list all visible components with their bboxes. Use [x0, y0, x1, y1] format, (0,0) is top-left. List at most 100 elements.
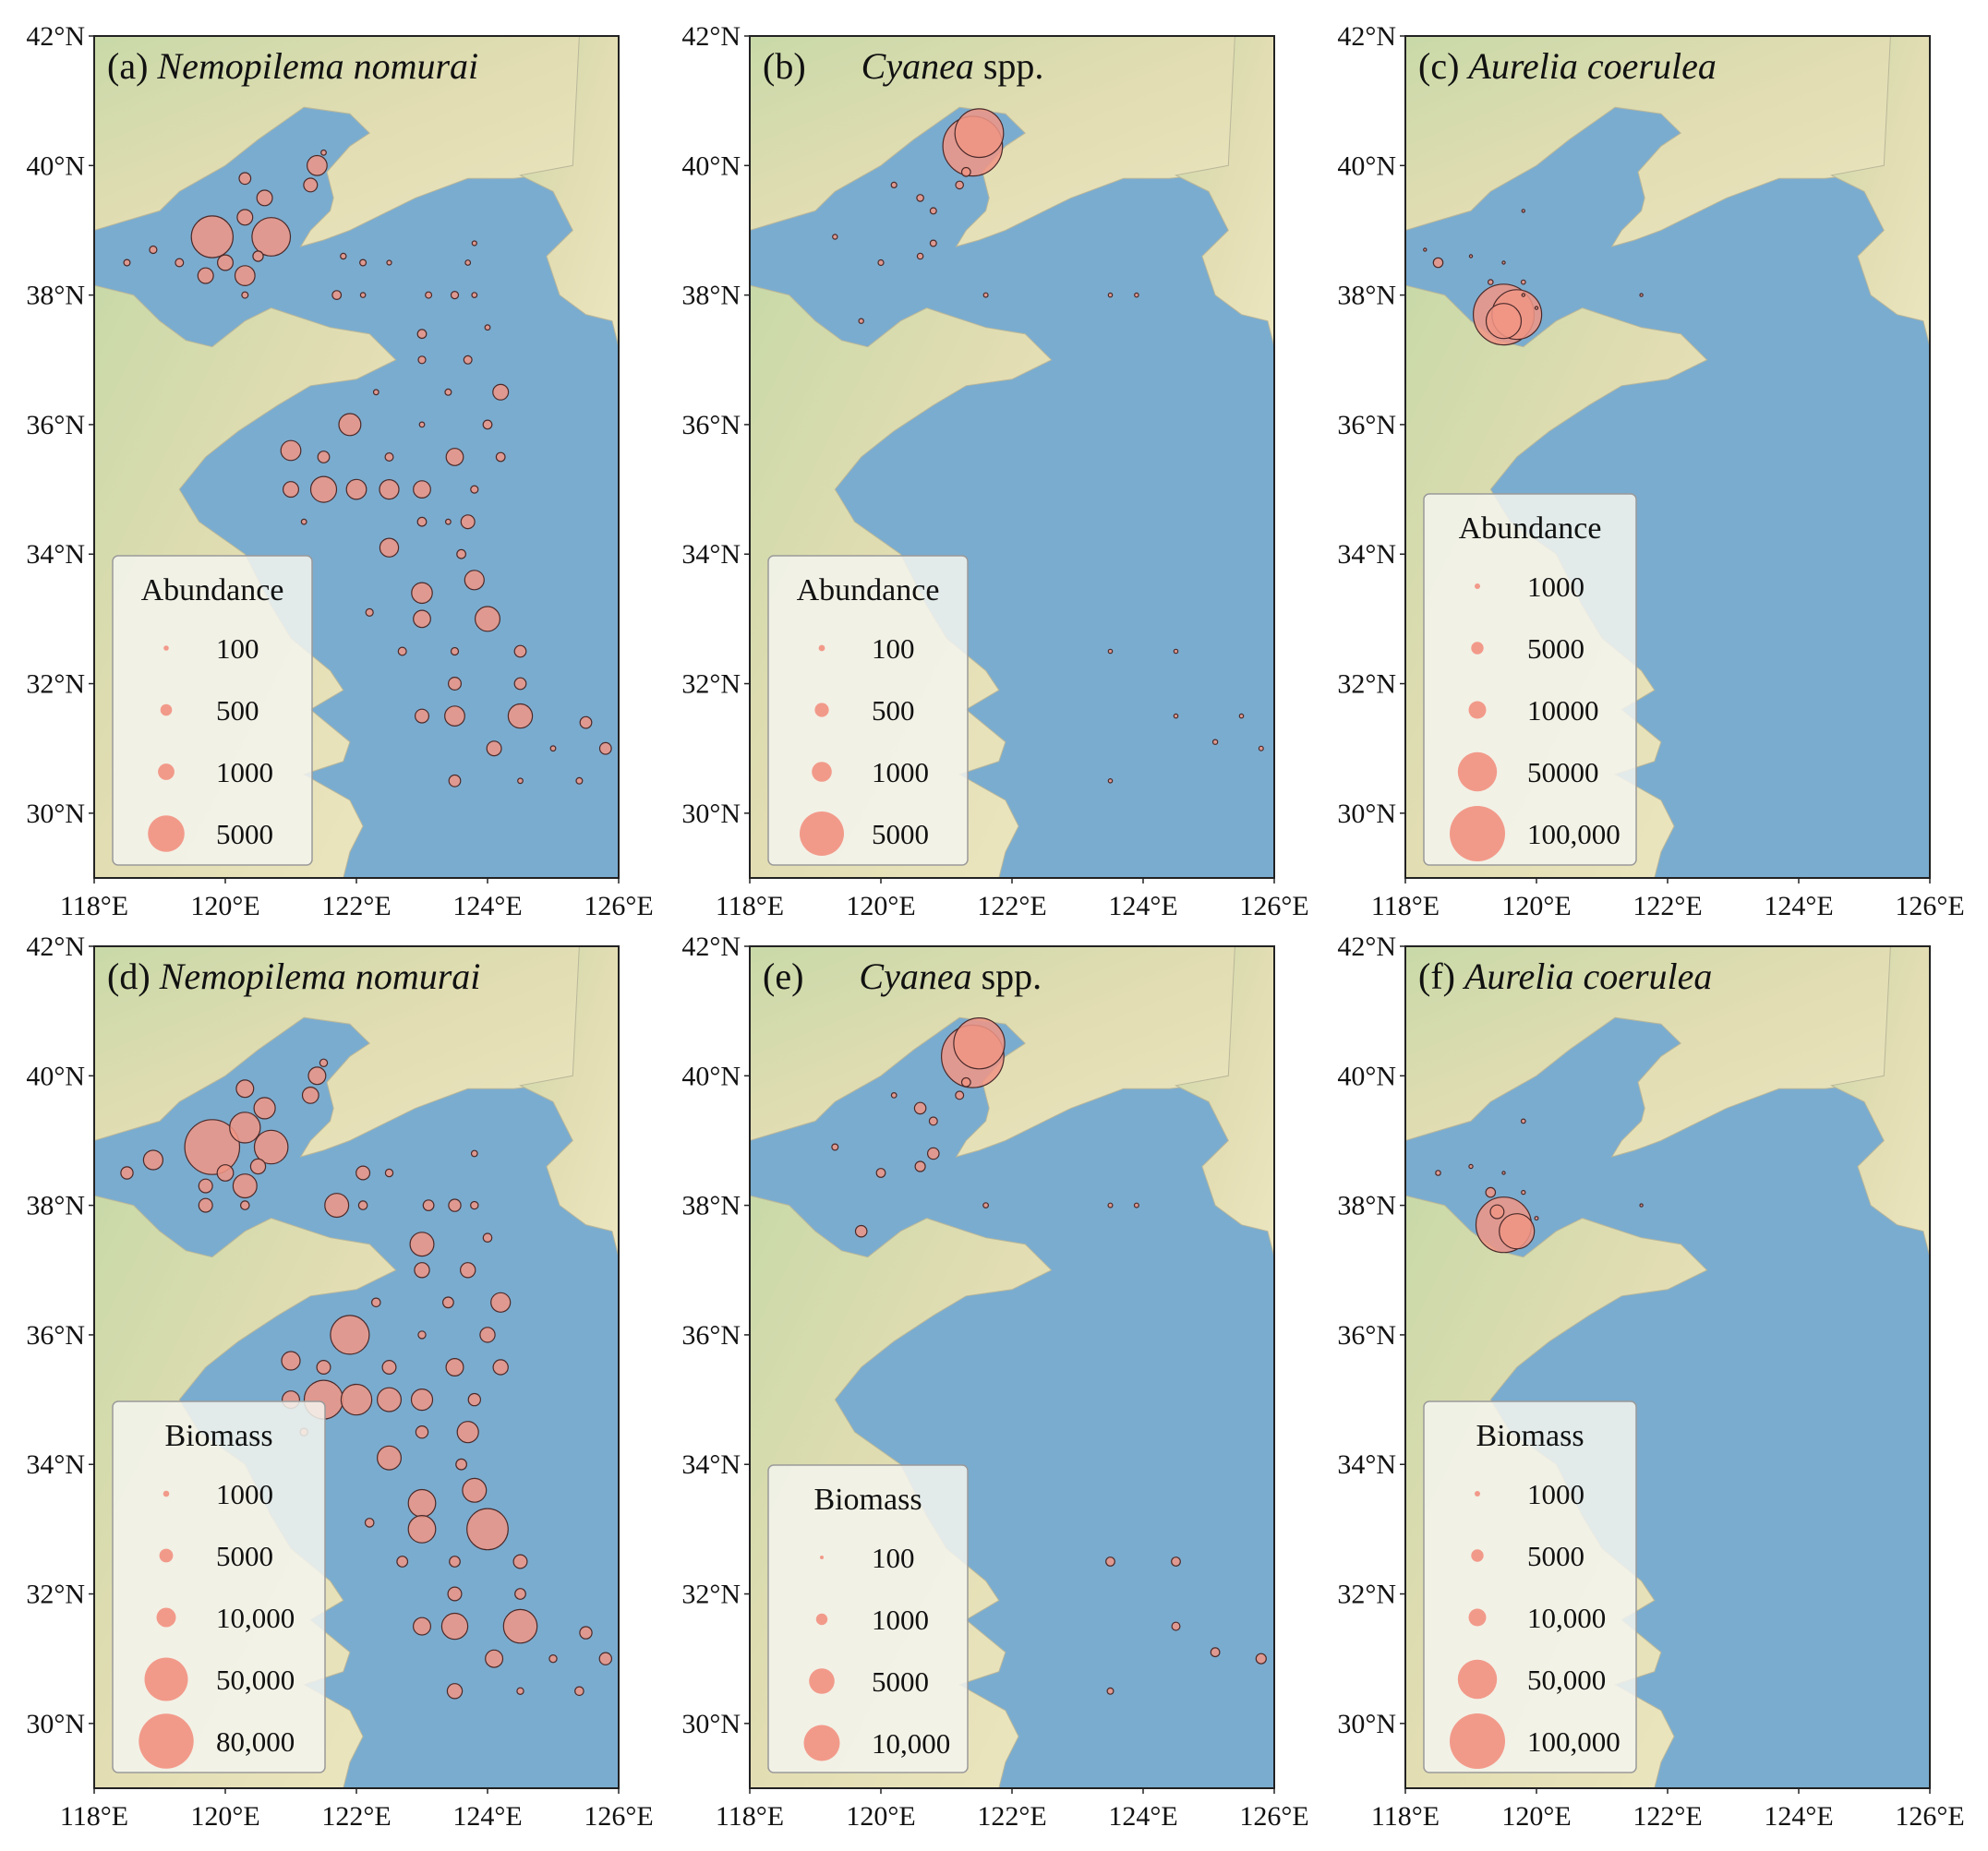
station-marker — [831, 1143, 839, 1151]
station-marker — [372, 389, 380, 396]
lon-tick-label: 118°E — [716, 891, 784, 921]
station-marker — [548, 1653, 558, 1664]
station-marker — [463, 355, 473, 365]
lat-tick-label: 40°N — [1337, 150, 1396, 181]
land-mass — [1829, 946, 1930, 1257]
legend-title: Biomass — [813, 1483, 922, 1517]
panel-letter: (c) — [1418, 45, 1459, 87]
land-mass — [1405, 946, 1930, 1158]
panel-letter: (a) — [107, 45, 148, 87]
station-marker — [1173, 648, 1179, 655]
station-marker — [442, 1296, 454, 1309]
station-points — [1423, 209, 1644, 346]
legend: Biomass 100 1000 5000 10,000 — [767, 1464, 969, 1773]
lon-tick-label: 122°E — [1633, 891, 1702, 921]
station-marker — [198, 1197, 213, 1213]
station-marker — [379, 478, 400, 500]
lat-tick-label: 40°N — [26, 1061, 85, 1091]
station-marker — [1107, 648, 1114, 655]
lat-tick-label: 32°N — [681, 669, 741, 700]
panel-species: Cyanea — [859, 956, 971, 997]
land-mass — [1174, 946, 1274, 1257]
legend-label: 10,000 — [872, 1727, 950, 1760]
lat-tick-label: 34°N — [681, 1449, 741, 1480]
legend-marker — [815, 1613, 828, 1626]
station-marker — [490, 1292, 512, 1313]
lon-tick-label: 120°E — [190, 891, 259, 921]
legend-label: 100,000 — [1527, 1725, 1621, 1758]
lon-tick-label: 122°E — [1633, 1801, 1702, 1832]
station-marker — [514, 1588, 526, 1600]
station-marker — [229, 1112, 261, 1144]
station-marker — [239, 1200, 250, 1210]
station-marker — [1521, 293, 1526, 297]
lon-tick-label: 122°E — [977, 891, 1046, 921]
legend-marker — [144, 1657, 188, 1701]
lat-tick-label: 36°N — [26, 1320, 85, 1351]
station-marker — [982, 292, 989, 298]
station-marker — [1171, 1621, 1181, 1631]
legend-marker — [1450, 806, 1505, 861]
land-mass — [1829, 36, 1930, 347]
station-marker — [455, 1458, 468, 1471]
station-marker — [241, 291, 249, 299]
lon-tick-label: 118°E — [60, 891, 128, 921]
lat-tick-label: 38°N — [1337, 281, 1396, 311]
legend-label: 100 — [872, 1542, 915, 1574]
station-marker — [579, 715, 593, 729]
station-marker — [890, 181, 898, 188]
station-marker — [370, 1297, 381, 1308]
legend-label: 100 — [872, 632, 915, 665]
land-mass — [94, 946, 619, 1158]
station-marker — [913, 1101, 927, 1115]
station-marker — [142, 1149, 163, 1171]
lon-tick-label: 122°E — [321, 1801, 391, 1832]
legend-marker — [163, 645, 169, 651]
station-marker — [384, 452, 394, 463]
lat-tick-label: 34°N — [26, 539, 85, 570]
station-marker — [1238, 713, 1245, 719]
station-marker — [307, 154, 328, 176]
lat-tick-label: 32°N — [1337, 1580, 1396, 1610]
legend-label: 50,000 — [216, 1664, 295, 1696]
station-marker — [415, 708, 430, 724]
station-marker — [1639, 1203, 1644, 1208]
station-marker — [598, 741, 612, 755]
station-marker — [549, 745, 557, 752]
station-marker — [1521, 209, 1526, 213]
panel-title: (d) Nemopilema nomurai — [107, 956, 480, 997]
station-marker — [467, 1392, 481, 1407]
lon-tick-label: 122°E — [321, 891, 391, 921]
panel-letter: (e) — [763, 956, 803, 997]
station-marker — [149, 245, 158, 255]
station-marker — [447, 1586, 463, 1602]
land-mass — [1174, 36, 1274, 347]
station-marker — [1105, 1557, 1115, 1567]
legend-title: Abundance — [1459, 511, 1602, 546]
land-mass — [94, 36, 619, 247]
station-marker — [926, 1147, 940, 1160]
panel-letter: (f) — [1418, 956, 1455, 997]
legend-marker — [139, 1713, 194, 1769]
station-marker — [364, 1518, 375, 1528]
map-panel-e: 118°E 120°E 122°E 124°E 126°E 30°N 32°N 34°N 36°… — [681, 932, 1308, 1832]
land-mass — [1405, 36, 1930, 247]
legend-label: 10000 — [1527, 694, 1599, 727]
station-marker — [460, 1262, 476, 1279]
station-marker — [1258, 745, 1264, 751]
station-marker — [955, 180, 964, 190]
legend-label: 5000 — [216, 1540, 273, 1572]
lat-tick-label: 36°N — [681, 1320, 741, 1351]
station-marker — [330, 1315, 370, 1355]
station-marker — [450, 291, 460, 300]
lon-tick-label: 124°E — [452, 1801, 522, 1832]
station-marker — [217, 254, 235, 271]
station-marker — [471, 240, 477, 246]
station-marker — [359, 292, 367, 298]
station-marker — [317, 451, 331, 463]
station-marker — [252, 250, 264, 262]
station-marker — [470, 485, 479, 494]
station-marker — [474, 606, 500, 632]
lat-tick-label: 36°N — [681, 410, 741, 440]
station-marker — [470, 1149, 478, 1158]
